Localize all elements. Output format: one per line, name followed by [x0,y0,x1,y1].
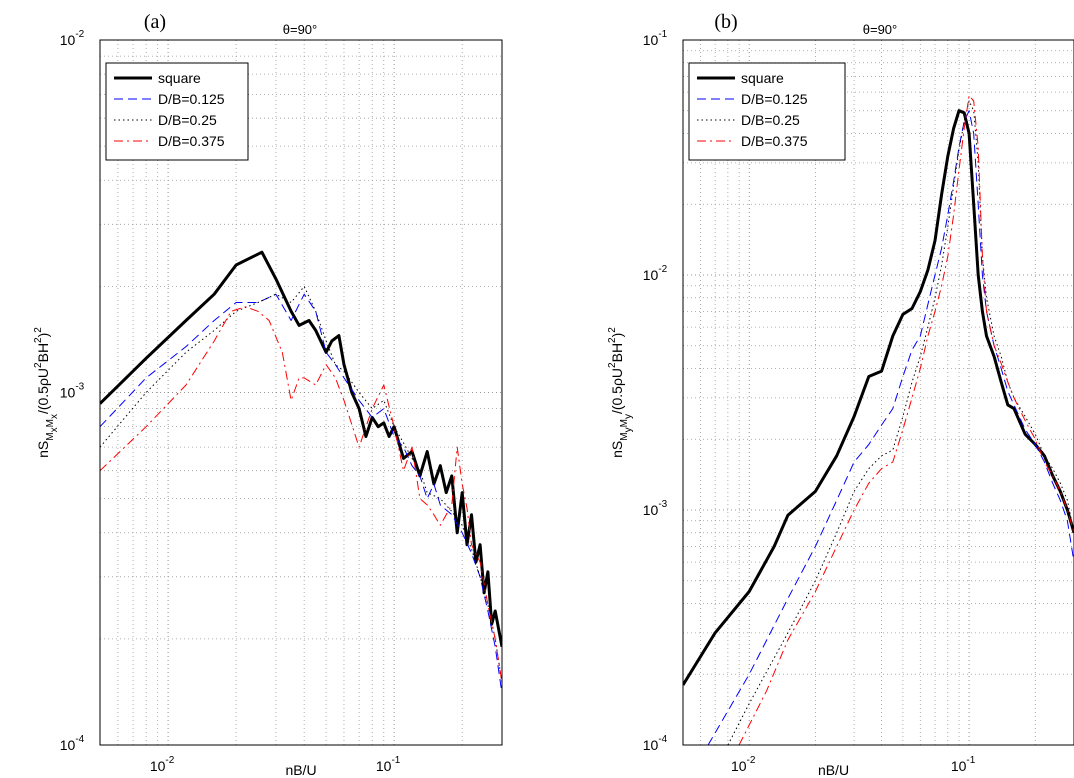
x-tick-exponent: -2 [165,755,174,766]
y-tick-label: 10-4 [60,734,85,753]
series-group [100,250,502,694]
legend: square D/B=0.125 D/B=0.25 D/B=0.375 [688,62,846,161]
y-label-part: y [623,414,634,419]
series-line-d-b-0-25 [727,100,1074,745]
y-label-part: ) [609,333,625,338]
y-tick-exponent: -4 [75,734,84,745]
y-tick-base: 10 [60,385,76,401]
legend-label: square [158,70,201,86]
grid [99,39,503,746]
y-tick-label: 10-3 [60,382,85,401]
y-label-part: 2 [33,362,44,368]
legend-label: D/B=0.25 [158,112,217,128]
y-tick-base: 10 [643,737,659,753]
y-tick-label: 10-3 [643,499,668,518]
series-line-square [683,109,1074,686]
panel-a: 10-2 10-110-410-310-2(a) θ=90°nB/UnSMxMx/(… [33,11,503,778]
series-line-d-b-0-125 [100,293,502,694]
x-tick-exponent: -2 [747,755,756,766]
y-tick-exponent: -2 [658,264,667,275]
axes-frame [99,39,503,746]
panel-label: (a) [144,11,166,33]
y-tick-base: 10 [643,267,659,283]
y-label-part: x [49,414,60,419]
x-tick-exponent: -1 [391,755,400,766]
y-label-part: /(0.5ρU [35,368,51,414]
y-label-part: ) [35,333,51,338]
series-line-d-b-0-375 [100,306,502,683]
y-label-part: BH [35,343,51,362]
y-tick-exponent: -4 [658,734,667,745]
y-label-part: 2 [607,362,618,368]
y-label-part: 2 [33,337,44,343]
x-tick-base: 10 [150,758,166,774]
legend: square D/B=0.125 D/B=0.25 D/B=0.375 [105,62,249,161]
y-label-part: 2 [33,327,44,333]
y-tick-label: 10-2 [643,264,668,283]
y-tick-exponent: -2 [75,29,84,40]
x-axis-label: nB/U [818,762,849,778]
y-label-part: nS [35,441,51,458]
legend-label: square [741,70,784,86]
legend-label: D/B=0.25 [741,112,800,128]
grid [682,39,1074,746]
y-tick-base: 10 [60,737,76,753]
y-tick-label: 10-4 [643,734,668,753]
y-label-part: M [619,432,630,440]
x-tick-base: 10 [731,758,747,774]
axes-frame [682,39,1074,746]
x-tick-label: 10-1 [951,755,976,774]
y-label-part: 2 [607,337,618,343]
x-tick-label: 10-2 [150,755,175,774]
y-tick-label: 10-2 [60,29,85,48]
y-axis-label: nSMyMy/(0.5ρU2BH2)2 [607,327,634,458]
series-line-d-b-0-125 [707,110,1074,745]
y-axis-label: nSMxMx/(0.5ρU2BH2)2 [33,327,60,458]
panel-label: (b) [714,11,737,33]
y-tick-label: 10-1 [643,29,668,48]
y-label-part: M [619,419,630,427]
legend-label: D/B=0.125 [158,91,225,107]
x-tick-base: 10 [376,758,392,774]
y-tick-exponent: -3 [75,382,84,393]
series-line-square [100,250,502,647]
y-label-part: /(0.5ρU [609,368,625,414]
chart-title: θ=90° [283,22,317,37]
y-label-part: M [45,419,56,427]
x-tick-exponent: -1 [966,755,975,766]
y-label-part: M [45,432,56,440]
panel-b: 10-2 10-110-410-310-210-1(b) θ=90°nB/UnSMy… [607,11,1074,778]
y-tick-base: 10 [60,32,76,48]
x-tick-label: 10-1 [376,755,401,774]
series-line-d-b-0-25 [100,285,502,683]
chart-title: θ=90° [863,22,897,37]
y-label-part: x [49,427,60,432]
y-label-part: 2 [607,327,618,333]
y-tick-exponent: -1 [658,29,667,40]
y-label-part: nS [609,441,625,458]
series-group [683,95,1074,745]
x-tick-base: 10 [951,758,967,774]
legend-label: D/B=0.375 [158,133,225,149]
legend-label: D/B=0.375 [741,133,808,149]
x-axis-label: nB/U [285,762,316,778]
y-tick-base: 10 [643,32,659,48]
y-tick-base: 10 [643,502,659,518]
y-label-part: y [623,427,634,432]
y-label-part: BH [609,343,625,362]
y-tick-exponent: -3 [658,499,667,510]
x-tick-label: 10-2 [731,755,756,774]
legend-label: D/B=0.125 [741,91,808,107]
